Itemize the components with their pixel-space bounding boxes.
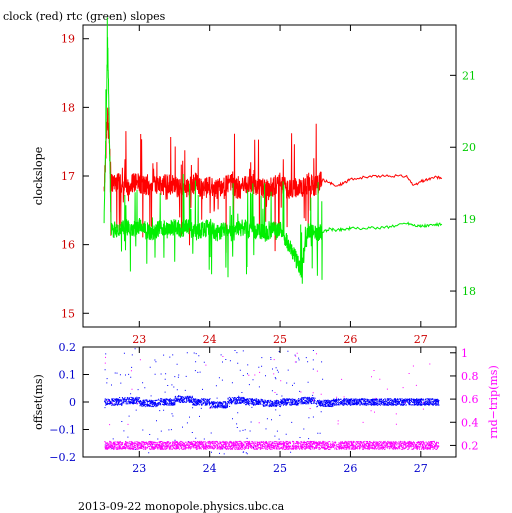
bottom-left-y-tick-label: 0 xyxy=(69,396,76,409)
top-right-y-tick-label: 20 xyxy=(462,141,476,154)
top-right-y-tick-label: 18 xyxy=(462,285,476,298)
bottom-x-tick-label: 25 xyxy=(273,462,287,475)
clockslope-axis-label: clockslope xyxy=(32,147,45,205)
top-left-y-tick-label: 15 xyxy=(61,307,75,320)
bottom-x-tick-label: 23 xyxy=(132,462,146,475)
bottom-series xyxy=(104,348,440,455)
top-x-tick-label: 27 xyxy=(414,333,428,346)
bottom-x-tick-label: 24 xyxy=(203,462,217,475)
top-x-tick-label: 23 xyxy=(132,333,146,346)
rndtrip-points xyxy=(104,352,440,450)
top-panel: 23 24 25 26 27 15 16 17 18 19 18 19 20 21 clockslope xyxy=(32,17,476,346)
bottom-right-y-tick-label: 0.4 xyxy=(461,416,479,429)
top-right-y-tick-label: 21 xyxy=(462,69,476,82)
footer-caption: 2013-09-22 monopole.physics.ubc.ca xyxy=(78,500,285,513)
bottom-left-y-tick-label: 0.2 xyxy=(59,341,77,354)
top-right-y-tick-label: 19 xyxy=(462,213,476,226)
bottom-left-y-tick-label: 0.1 xyxy=(59,369,77,382)
top-left-y-tick-label: 16 xyxy=(61,239,75,252)
top-left-y-tick-label: 17 xyxy=(61,170,75,183)
rndtrip-axis-label: rnd−trip(ms) xyxy=(487,365,500,439)
top-series xyxy=(103,17,443,284)
bottom-right-y-tick-label: 0.2 xyxy=(461,439,479,452)
chart-title: clock (red) rtc (green) slopes xyxy=(3,10,166,23)
bottom-left-y-tick-label: −0.2 xyxy=(49,451,76,464)
offset-points xyxy=(104,348,440,455)
top-panel-frame xyxy=(82,24,457,328)
bottom-right-y-tick-label: 0.8 xyxy=(461,370,479,383)
top-left-y-tick-label: 18 xyxy=(61,101,75,114)
bottom-axes: 23 24 25 26 27 0.2 0.1 0 −0.1 −0.2 1 0.8 0.6 0.4 0.2 xyxy=(49,341,478,475)
top-x-tick-label: 26 xyxy=(343,333,357,346)
rtc-slope-line xyxy=(103,17,443,284)
bottom-panel: 23 24 25 26 27 0.2 0.1 0 −0.1 −0.2 1 0.8 0.6 0.4 0.2 o… xyxy=(32,341,500,475)
top-left-y-tick-label: 19 xyxy=(61,33,75,46)
bottom-left-y-tick-label: −0.1 xyxy=(49,424,76,437)
bottom-right-y-tick-label: 0.6 xyxy=(461,393,479,406)
bottom-x-tick-label: 26 xyxy=(343,462,357,475)
bottom-right-y-tick-label: 1 xyxy=(461,347,468,360)
bottom-x-tick-label: 27 xyxy=(414,462,428,475)
top-axes: 23 24 25 26 27 15 16 17 18 19 18 19 20 21 xyxy=(61,25,476,346)
clock-slope-line xyxy=(103,107,443,253)
offset-axis-label: offset(ms) xyxy=(32,374,45,430)
top-x-tick-label: 25 xyxy=(273,333,287,346)
top-x-tick-label: 24 xyxy=(203,333,217,346)
